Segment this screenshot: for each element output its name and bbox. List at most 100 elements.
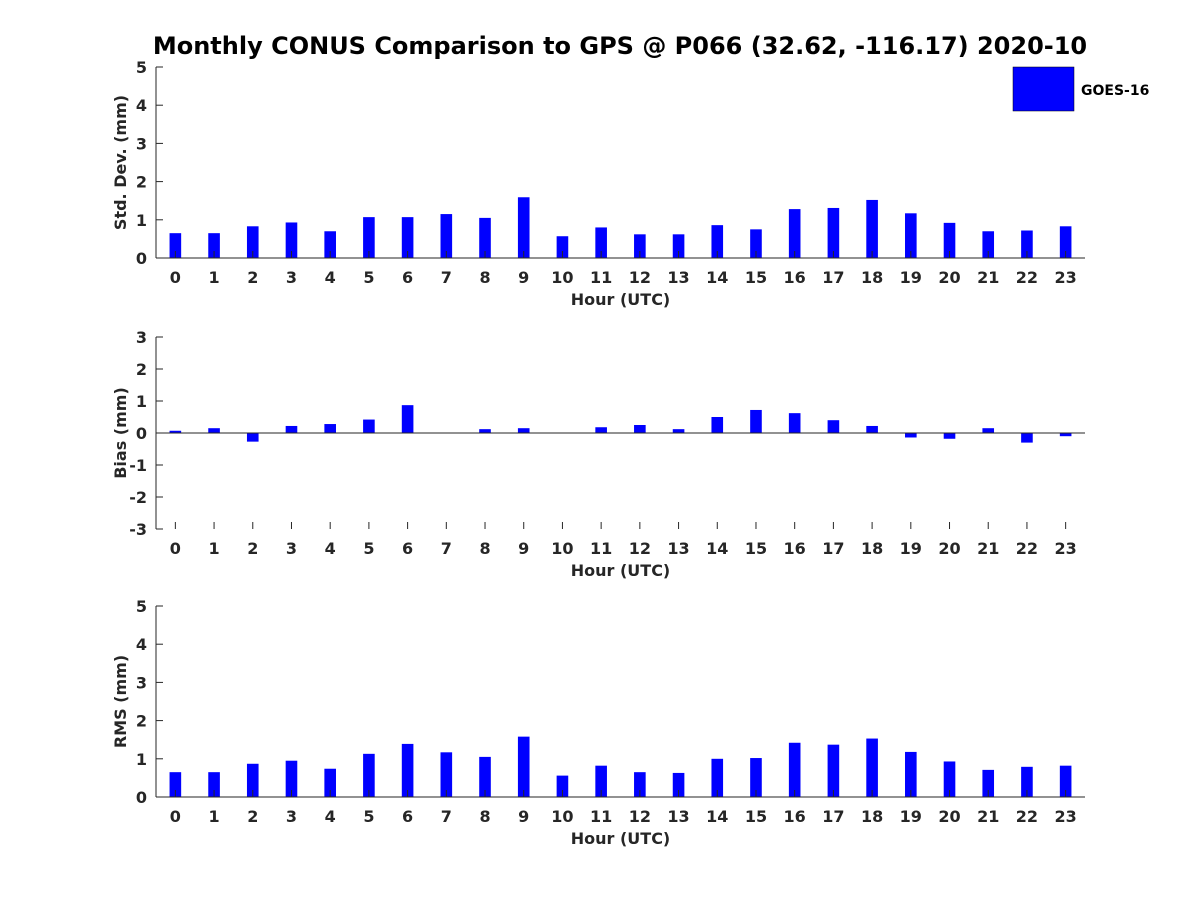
- xtick-label-bias: 7: [441, 539, 452, 558]
- ytick-label-std: 3: [136, 134, 147, 153]
- xtick-label-std: 14: [706, 268, 728, 287]
- xtick-label-bias: 22: [1016, 539, 1038, 558]
- bar-rms-hour-15: [750, 758, 762, 797]
- bar-rms-hour-0: [169, 772, 182, 797]
- xtick-label-std: 2: [247, 268, 258, 287]
- bar-bias-hour-13: [672, 429, 685, 433]
- bar-std-hour-3: [285, 222, 298, 258]
- bar-rms-hour-1: [208, 772, 220, 797]
- xtick-label-std: 6: [402, 268, 413, 287]
- xtick-label-rms: 12: [629, 807, 651, 826]
- bar-bias-hour-12: [634, 425, 646, 433]
- xtick-label-std: 1: [208, 268, 219, 287]
- bar-std-hour-13: [672, 234, 685, 258]
- xlabel-rms: Hour (UTC): [571, 829, 671, 848]
- bar-rms-hour-4: [324, 768, 336, 797]
- ytick-label-bias: 1: [136, 392, 147, 411]
- xtick-label-rms: 21: [977, 807, 999, 826]
- bar-std-hour-21: [982, 231, 995, 258]
- bar-bias-hour-9: [517, 428, 530, 433]
- bar-std-hour-6: [401, 217, 414, 258]
- xtick-label-bias: 20: [938, 539, 960, 558]
- xtick-label-bias: 12: [629, 539, 651, 558]
- ytick-label-bias: 0: [136, 424, 147, 443]
- bar-rms-hour-18: [866, 738, 878, 797]
- xtick-label-bias: 16: [784, 539, 806, 558]
- xtick-label-bias: 9: [518, 539, 529, 558]
- bar-rms-hour-7: [440, 752, 453, 797]
- ylabel-bias: Bias (mm): [111, 387, 130, 479]
- bar-bias-hour-5: [363, 419, 375, 433]
- bar-bias-hour-17: [827, 420, 840, 433]
- xtick-label-rms: 18: [861, 807, 883, 826]
- xtick-label-std: 15: [745, 268, 767, 287]
- xtick-label-bias: 21: [977, 539, 999, 558]
- bar-bias-hour-14: [711, 417, 724, 433]
- xtick-label-bias: 0: [170, 539, 181, 558]
- xtick-label-bias: 17: [822, 539, 844, 558]
- bar-std-hour-12: [634, 234, 646, 258]
- legend: GOES-16: [1012, 66, 1149, 112]
- xtick-label-rms: 0: [170, 807, 181, 826]
- ytick-label-rms: 5: [136, 597, 147, 616]
- bar-std-hour-18: [866, 199, 878, 258]
- ylabel-std: Std. Dev. (mm): [111, 95, 130, 230]
- bar-rms-hour-13: [672, 772, 685, 797]
- bar-std-hour-14: [711, 225, 724, 258]
- xtick-label-bias: 8: [479, 539, 490, 558]
- xtick-label-rms: 17: [822, 807, 844, 826]
- bar-std-hour-22: [1021, 230, 1033, 258]
- bar-bias-hour-16: [788, 413, 801, 433]
- bar-rms-hour-14: [711, 758, 724, 797]
- bar-rms-hour-20: [943, 761, 956, 797]
- bar-bias-hour-2: [246, 433, 259, 442]
- bar-std-hour-11: [595, 227, 607, 258]
- bar-rms-hour-6: [401, 743, 414, 797]
- xtick-label-rms: 3: [286, 807, 297, 826]
- ytick-label-std: 2: [136, 173, 147, 192]
- xtick-label-rms: 14: [706, 807, 728, 826]
- xtick-label-rms: 15: [745, 807, 767, 826]
- xtick-label-std: 0: [170, 268, 181, 287]
- xtick-label-bias: 13: [667, 539, 689, 558]
- xtick-label-rms: 9: [518, 807, 529, 826]
- xtick-label-std: 3: [286, 268, 297, 287]
- bar-std-hour-4: [324, 231, 336, 258]
- ytick-label-bias: -2: [129, 488, 147, 507]
- xtick-label-bias: 23: [1055, 539, 1077, 558]
- bar-bias-hour-19: [905, 433, 917, 438]
- ytick-label-bias: 3: [136, 328, 147, 347]
- xtick-label-rms: 16: [784, 807, 806, 826]
- bar-bias-hour-0: [169, 430, 182, 433]
- ytick-label-bias: -1: [129, 456, 147, 475]
- xtick-label-std: 11: [590, 268, 612, 287]
- bar-std-hour-2: [246, 226, 259, 258]
- bar-rms-hour-2: [246, 763, 259, 797]
- xtick-label-std: 7: [441, 268, 452, 287]
- xtick-label-rms: 4: [325, 807, 336, 826]
- bar-std-hour-20: [943, 222, 956, 258]
- xtick-label-std: 12: [629, 268, 651, 287]
- bar-bias-hour-6: [401, 405, 414, 433]
- bar-bias-hour-20: [943, 433, 956, 439]
- xtick-label-rms: 22: [1016, 807, 1038, 826]
- xtick-label-bias: 15: [745, 539, 767, 558]
- bar-rms-hour-21: [982, 769, 995, 797]
- bar-std-hour-0: [169, 233, 182, 258]
- xtick-label-rms: 23: [1055, 807, 1077, 826]
- xtick-label-std: 20: [938, 268, 960, 287]
- xtick-label-rms: 5: [363, 807, 374, 826]
- ytick-label-rms: 4: [136, 635, 147, 654]
- bar-std-hour-19: [905, 213, 917, 258]
- bar-rms-hour-22: [1021, 766, 1033, 797]
- xtick-label-std: 18: [861, 268, 883, 287]
- xtick-label-std: 4: [325, 268, 336, 287]
- bar-std-hour-9: [517, 197, 530, 258]
- xlabel-std: Hour (UTC): [571, 290, 671, 309]
- xtick-label-std: 9: [518, 268, 529, 287]
- xtick-label-bias: 14: [706, 539, 728, 558]
- ytick-label-std: 1: [136, 211, 147, 230]
